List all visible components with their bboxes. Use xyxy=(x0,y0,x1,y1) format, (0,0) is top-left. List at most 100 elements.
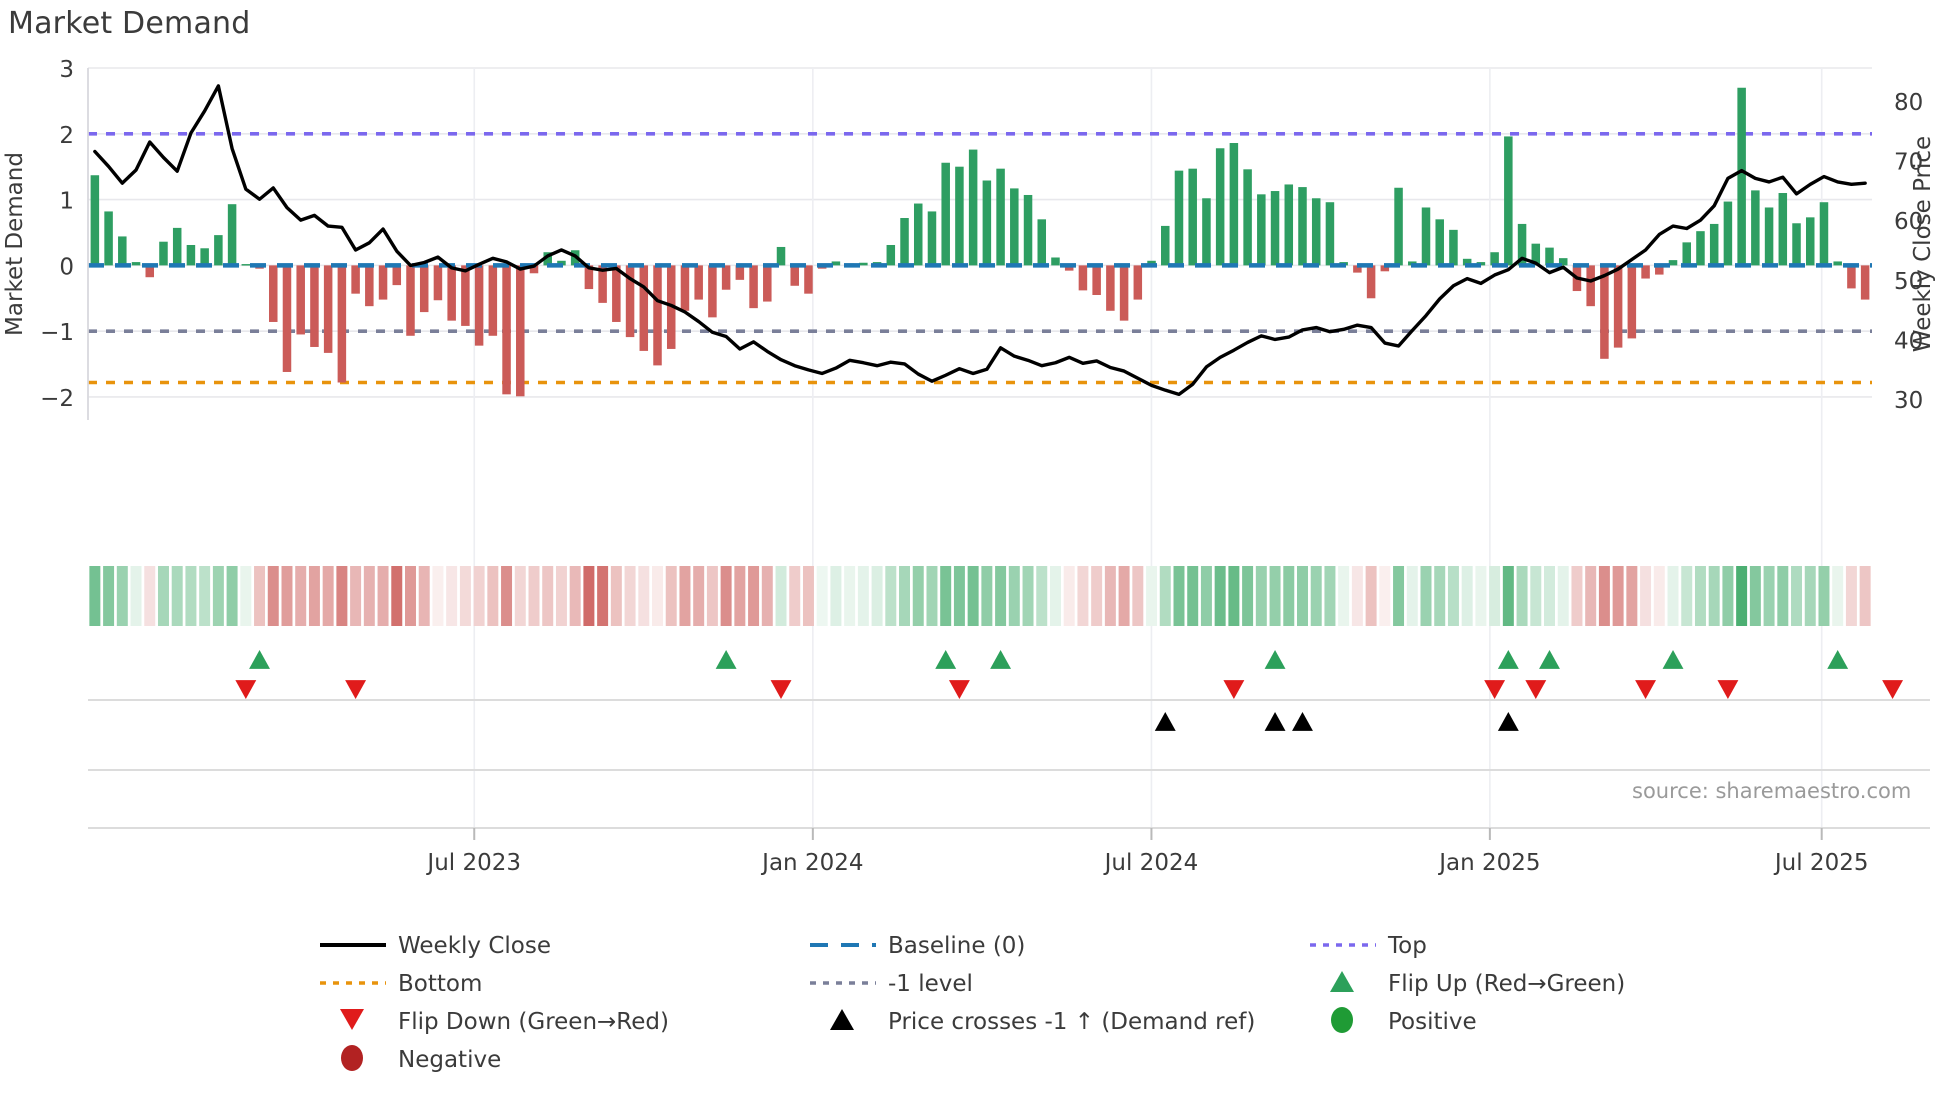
demand-bar xyxy=(282,265,292,372)
weekly-close-line-layer xyxy=(93,84,1867,397)
heat-cell xyxy=(555,566,567,626)
heat-cell xyxy=(432,566,444,626)
demand-bar xyxy=(1641,265,1650,279)
demand-bar xyxy=(749,265,758,309)
legend-circle-swatch xyxy=(341,1045,363,1071)
heat-cell xyxy=(1489,566,1501,626)
demand-bar xyxy=(337,265,347,383)
demand-bar xyxy=(1435,219,1444,266)
legend-triangle-up-swatch xyxy=(830,1009,854,1030)
heat-cell xyxy=(885,566,897,626)
heat-cell xyxy=(912,566,924,626)
demand-bar xyxy=(296,265,305,335)
demand-bar xyxy=(1380,265,1390,272)
heat-cell xyxy=(1146,566,1158,626)
signal-markers-layer xyxy=(235,650,1904,731)
demand-bar xyxy=(1792,223,1801,266)
demand-bar xyxy=(1860,265,1870,300)
heat-cell xyxy=(569,566,581,626)
heat-cell xyxy=(1571,566,1583,626)
demand-bar xyxy=(1353,265,1362,273)
demand-bar xyxy=(1682,242,1691,266)
demand-bar xyxy=(1298,187,1307,266)
demand-bar xyxy=(1737,87,1746,266)
demand-bar xyxy=(447,265,456,321)
demand-bar xyxy=(1751,190,1760,266)
flip-up-marker xyxy=(1497,650,1519,669)
demand-bar xyxy=(1366,265,1376,299)
legend-label: Top xyxy=(1387,933,1427,959)
heat-cell xyxy=(1461,566,1473,626)
heat-cell xyxy=(953,566,965,626)
demand-bar xyxy=(886,244,896,266)
heat-cell xyxy=(995,566,1007,626)
heat-cell xyxy=(1255,566,1267,626)
demand-bar xyxy=(968,149,978,266)
legend-label: Flip Up (Red→Green) xyxy=(1388,971,1625,997)
demand-bar xyxy=(598,265,607,303)
legend-item[interactable]: Negative xyxy=(341,1045,501,1073)
demand-bar xyxy=(351,265,360,294)
demand-bar xyxy=(516,265,525,397)
demand-bar xyxy=(1051,257,1060,266)
demand-bar xyxy=(1243,169,1252,266)
legend-item[interactable]: Top xyxy=(1310,933,1427,959)
demand-bar xyxy=(378,265,388,300)
legend-label: Weekly Close xyxy=(398,933,551,959)
demand-bar xyxy=(955,166,964,266)
heat-cell xyxy=(1516,566,1528,626)
legend-item[interactable]: Bottom xyxy=(320,971,482,997)
source-attribution: source: sharemaestro.com xyxy=(1632,779,1911,803)
demand-bar xyxy=(1504,136,1513,266)
demand-bar xyxy=(1010,188,1019,266)
heat-cell xyxy=(830,566,842,626)
demand-bar xyxy=(1696,231,1705,266)
demand-bar xyxy=(488,265,498,336)
demand-bars-layer xyxy=(88,87,1872,397)
demand-bar xyxy=(557,260,566,266)
flip-down-marker xyxy=(1525,680,1547,699)
demand-bar xyxy=(708,265,717,318)
legend-item[interactable]: Positive xyxy=(1331,1007,1477,1035)
demand-bar xyxy=(392,265,402,286)
flip-down-marker xyxy=(1717,680,1739,699)
demand-bar xyxy=(1819,202,1829,266)
heat-cell xyxy=(1585,566,1597,626)
legend-item[interactable]: Baseline (0) xyxy=(810,933,1025,959)
heat-cell xyxy=(926,566,938,626)
legend-item[interactable]: Weekly Close xyxy=(320,933,551,959)
legend-item[interactable]: -1 level xyxy=(810,971,973,997)
flip-down-marker xyxy=(948,680,970,699)
demand-bar xyxy=(227,204,237,266)
price-cross-marker xyxy=(1497,712,1519,731)
demand-bar xyxy=(996,168,1005,266)
right-axis-tick: 60 xyxy=(1894,209,1923,235)
heat-cell xyxy=(1242,566,1254,626)
heat-cell xyxy=(638,566,650,626)
heat-cell xyxy=(1845,566,1857,626)
heat-cell xyxy=(652,566,663,626)
demand-bar xyxy=(1188,168,1197,266)
demand-bar xyxy=(419,265,429,313)
demand-bar xyxy=(1037,219,1047,266)
demand-bar xyxy=(735,265,745,280)
legend-item[interactable]: Flip Down (Green→Red) xyxy=(340,1009,669,1035)
heat-cell xyxy=(171,566,183,626)
heat-cell xyxy=(624,566,636,626)
demand-bar xyxy=(241,264,251,266)
right-axis-tick: 30 xyxy=(1894,388,1923,414)
heat-cell xyxy=(308,566,320,626)
flip-down-marker xyxy=(235,680,257,699)
legend-item[interactable]: Price crosses -1 ↑ (Demand ref) xyxy=(830,1009,1255,1035)
heat-cell xyxy=(185,566,197,626)
legend-triangle-down-swatch xyxy=(340,1009,364,1030)
heat-cell xyxy=(1777,566,1789,626)
legend-triangle-up-swatch xyxy=(1330,971,1354,992)
heat-cell xyxy=(1502,566,1514,626)
demand-bar xyxy=(639,265,649,351)
heat-cell xyxy=(1132,566,1144,626)
flip-down-marker xyxy=(1635,680,1657,699)
heat-cell xyxy=(1200,566,1212,626)
heat-cell xyxy=(1324,566,1336,626)
legend-item[interactable]: Flip Up (Red→Green) xyxy=(1330,971,1625,997)
